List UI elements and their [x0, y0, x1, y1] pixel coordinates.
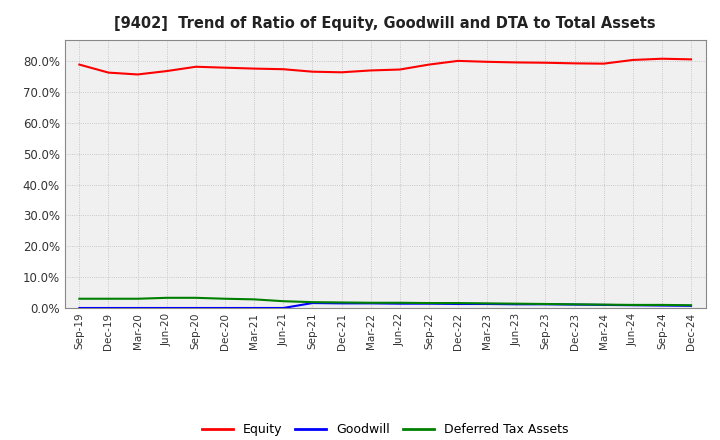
Deferred Tax Assets	[657, 302, 666, 308]
Equity	[687, 57, 696, 62]
Goodwill	[366, 301, 375, 306]
Deferred Tax Assets	[395, 300, 404, 305]
Equity	[599, 61, 608, 66]
Goodwill	[570, 302, 579, 307]
Deferred Tax Assets	[366, 300, 375, 305]
Deferred Tax Assets	[570, 302, 579, 307]
Goodwill	[308, 301, 317, 306]
Deferred Tax Assets	[308, 300, 317, 305]
Line: Equity: Equity	[79, 59, 691, 74]
Equity	[512, 60, 521, 65]
Deferred Tax Assets	[192, 295, 200, 301]
Equity	[220, 65, 229, 70]
Equity	[75, 62, 84, 67]
Goodwill	[279, 305, 287, 311]
Goodwill	[337, 301, 346, 306]
Legend: Equity, Goodwill, Deferred Tax Assets: Equity, Goodwill, Deferred Tax Assets	[197, 418, 573, 440]
Deferred Tax Assets	[629, 302, 637, 308]
Deferred Tax Assets	[133, 296, 142, 301]
Goodwill	[599, 302, 608, 308]
Equity	[657, 56, 666, 61]
Goodwill	[541, 302, 550, 307]
Goodwill	[133, 305, 142, 311]
Goodwill	[395, 301, 404, 306]
Deferred Tax Assets	[250, 297, 258, 302]
Equity	[104, 70, 113, 75]
Equity	[570, 61, 579, 66]
Deferred Tax Assets	[163, 295, 171, 301]
Deferred Tax Assets	[337, 300, 346, 305]
Equity	[366, 68, 375, 73]
Equity	[541, 60, 550, 66]
Deferred Tax Assets	[687, 303, 696, 308]
Equity	[308, 69, 317, 74]
Equity	[133, 72, 142, 77]
Equity	[250, 66, 258, 71]
Goodwill	[250, 305, 258, 311]
Deferred Tax Assets	[425, 301, 433, 306]
Equity	[454, 58, 462, 63]
Goodwill	[657, 303, 666, 308]
Equity	[425, 62, 433, 67]
Goodwill	[483, 301, 492, 307]
Title: [9402]  Trend of Ratio of Equity, Goodwill and DTA to Total Assets: [9402] Trend of Ratio of Equity, Goodwil…	[114, 16, 656, 32]
Goodwill	[163, 305, 171, 311]
Equity	[163, 69, 171, 74]
Equity	[629, 57, 637, 62]
Equity	[483, 59, 492, 64]
Line: Goodwill: Goodwill	[79, 303, 691, 308]
Deferred Tax Assets	[220, 296, 229, 301]
Goodwill	[220, 305, 229, 311]
Equity	[279, 66, 287, 72]
Goodwill	[512, 302, 521, 307]
Deferred Tax Assets	[454, 301, 462, 306]
Deferred Tax Assets	[599, 302, 608, 307]
Deferred Tax Assets	[483, 301, 492, 306]
Deferred Tax Assets	[75, 296, 84, 301]
Goodwill	[629, 303, 637, 308]
Deferred Tax Assets	[279, 299, 287, 304]
Deferred Tax Assets	[104, 296, 113, 301]
Goodwill	[104, 305, 113, 311]
Goodwill	[75, 305, 84, 311]
Deferred Tax Assets	[541, 301, 550, 307]
Goodwill	[687, 303, 696, 308]
Equity	[395, 67, 404, 72]
Equity	[337, 70, 346, 75]
Deferred Tax Assets	[512, 301, 521, 306]
Equity	[192, 64, 200, 70]
Goodwill	[454, 301, 462, 307]
Goodwill	[425, 301, 433, 306]
Line: Deferred Tax Assets: Deferred Tax Assets	[79, 298, 691, 305]
Goodwill	[192, 305, 200, 311]
